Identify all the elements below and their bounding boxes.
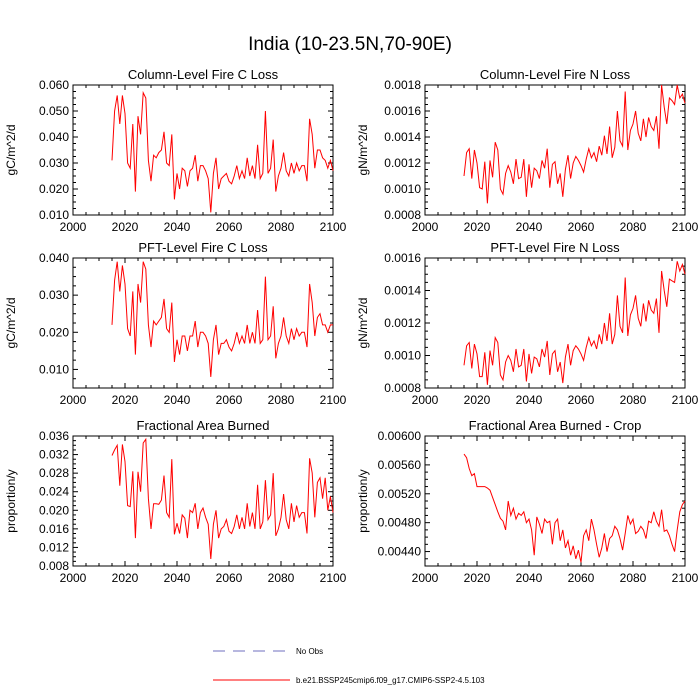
y-tick-label: 0.0010 (384, 349, 421, 363)
x-tick-label: 2020 (464, 393, 491, 407)
y-tick-label: 0.0008 (384, 208, 421, 222)
y-tick-label: 0.0014 (384, 130, 421, 144)
x-tick-label: 2080 (268, 571, 295, 585)
series-line (111, 90, 334, 213)
series-line (111, 437, 334, 560)
y-tick-label: 0.050 (39, 104, 69, 118)
x-tick-label: 2000 (412, 220, 439, 234)
y-tick-label: 0.00480 (378, 516, 422, 530)
y-tick-label: 0.040 (39, 251, 69, 265)
x-tick-label: 2080 (620, 393, 647, 407)
y-tick-label: 0.00520 (378, 487, 422, 501)
panel-title: Fractional Area Burned - Crop (469, 418, 642, 433)
x-tick-label: 2020 (112, 571, 139, 585)
x-tick-label: 2060 (216, 393, 243, 407)
panel-title: Column-Level Fire C Loss (128, 67, 279, 82)
y-axis-label: gN/m^2/d (356, 125, 370, 176)
series-line (111, 261, 333, 377)
y-axis-label: gN/m^2/d (356, 298, 370, 349)
y-axis-label: gC/m^2/d (4, 298, 18, 349)
y-tick-label: 0.00600 (378, 429, 422, 443)
y-tick-label: 0.00560 (378, 458, 422, 472)
x-tick-label: 2040 (516, 220, 543, 234)
y-axis-label: proportion/y (356, 469, 370, 532)
x-tick-label: 2040 (164, 393, 191, 407)
y-tick-label: 0.028 (39, 466, 69, 480)
x-tick-label: 2100 (672, 571, 699, 585)
y-tick-label: 0.020 (39, 182, 69, 196)
x-tick-label: 2100 (320, 220, 347, 234)
plot-frame (424, 435, 686, 567)
x-tick-label: 2020 (464, 571, 491, 585)
y-tick-label: 0.036 (39, 429, 69, 443)
x-tick-label: 2080 (620, 220, 647, 234)
x-tick-label: 2040 (516, 571, 543, 585)
x-tick-label: 2100 (672, 220, 699, 234)
y-tick-label: 0.0018 (384, 78, 421, 92)
y-tick-label: 0.0014 (384, 284, 421, 298)
series-line (463, 453, 686, 563)
plot-frame (72, 84, 334, 216)
x-tick-label: 2060 (216, 571, 243, 585)
panel-title: PFT-Level Fire C Loss (138, 240, 268, 255)
y-tick-label: 0.020 (39, 325, 69, 339)
panel-title: Column-Level Fire N Loss (480, 67, 631, 82)
x-tick-label: 2000 (60, 220, 87, 234)
legend-obs-label: No Obs (296, 647, 323, 656)
x-tick-label: 2100 (320, 393, 347, 407)
y-tick-label: 0.0012 (384, 316, 421, 330)
plot-frame (424, 257, 686, 389)
x-tick-label: 2040 (164, 220, 191, 234)
y-tick-label: 0.0012 (384, 156, 421, 170)
y-tick-label: 0.020 (39, 503, 69, 517)
x-tick-label: 2040 (164, 571, 191, 585)
panel-title: Fractional Area Burned (137, 418, 270, 433)
x-tick-label: 2040 (516, 393, 543, 407)
x-tick-label: 2020 (112, 220, 139, 234)
x-tick-label: 2020 (112, 393, 139, 407)
y-tick-label: 0.010 (39, 362, 69, 376)
x-tick-label: 2000 (60, 571, 87, 585)
x-tick-label: 2020 (464, 220, 491, 234)
y-tick-label: 0.012 (39, 540, 69, 554)
y-tick-label: 0.010 (39, 208, 69, 222)
x-tick-label: 2080 (620, 571, 647, 585)
y-tick-label: 0.0016 (384, 251, 421, 265)
series-line (463, 84, 686, 204)
y-tick-label: 0.008 (39, 559, 69, 573)
x-tick-label: 2000 (412, 393, 439, 407)
x-tick-label: 2060 (568, 571, 595, 585)
y-axis-label: gC/m^2/d (4, 125, 18, 176)
x-tick-label: 2060 (216, 220, 243, 234)
x-tick-label: 2060 (568, 393, 595, 407)
y-tick-label: 0.030 (39, 156, 69, 170)
legend-series-label: b.e21.BSSP245cmip6.f09_g17.CMIP6-SSP2-4.… (296, 676, 485, 685)
y-tick-label: 0.0008 (384, 381, 421, 395)
y-tick-label: 0.016 (39, 522, 69, 536)
series-line (463, 261, 686, 385)
x-tick-label: 2100 (672, 393, 699, 407)
x-tick-label: 2060 (568, 220, 595, 234)
y-tick-label: 0.032 (39, 448, 69, 462)
y-axis-label: proportion/y (4, 469, 18, 532)
plot-frame (424, 84, 686, 216)
y-tick-label: 0.0010 (384, 182, 421, 196)
x-tick-label: 2000 (60, 393, 87, 407)
page-title: India (10-23.5N,70-90E) (248, 34, 452, 55)
y-tick-label: 0.00440 (378, 545, 422, 559)
y-tick-label: 0.060 (39, 78, 69, 92)
y-tick-label: 0.030 (39, 288, 69, 302)
panel-title: PFT-Level Fire N Loss (490, 240, 620, 255)
x-tick-label: 2080 (268, 393, 295, 407)
y-tick-label: 0.0016 (384, 104, 421, 118)
y-tick-label: 0.040 (39, 130, 69, 144)
x-tick-label: 2080 (268, 220, 295, 234)
y-tick-label: 0.024 (39, 485, 69, 499)
x-tick-label: 2000 (412, 571, 439, 585)
x-tick-label: 2100 (320, 571, 347, 585)
